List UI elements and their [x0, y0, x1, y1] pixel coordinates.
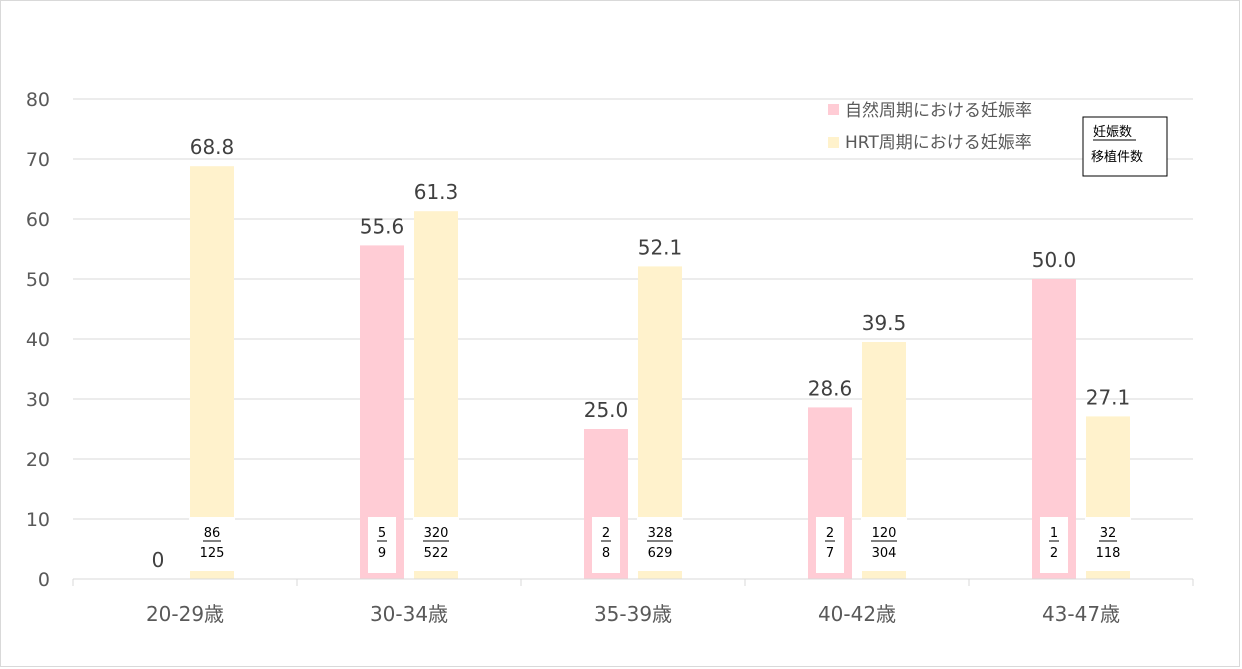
bar-hrt-cycle: [190, 166, 234, 579]
fraction-box: [1085, 517, 1131, 571]
fraction-numerator: 320: [424, 526, 449, 541]
fraction-numerator: 2: [602, 526, 610, 541]
legend-label-hrt-cycle: HRT周期における妊娠率: [845, 133, 1032, 153]
fraction-numerator: 32: [1100, 526, 1117, 541]
key-box-border: [1082, 116, 1168, 177]
fraction-numerator: 120: [872, 526, 897, 541]
fraction-denominator: 304: [872, 546, 897, 561]
fraction-numerator: 2: [826, 526, 834, 541]
category-label: 35-39歳: [594, 602, 672, 626]
fraction-box: [861, 517, 907, 571]
y-tick-label: 0: [38, 569, 50, 591]
fraction-denominator: 118: [1096, 546, 1121, 561]
data-label: 52.1: [638, 235, 683, 259]
y-tick-label: 20: [26, 449, 50, 471]
fraction-denominator: 2: [1050, 546, 1058, 561]
fraction-numerator: 328: [648, 526, 673, 541]
data-label: 0: [152, 548, 165, 572]
x-axis: [72, 578, 1194, 586]
key-numerator-label: 妊娠数: [1093, 125, 1132, 140]
data-label: 28.6: [808, 376, 853, 400]
data-label: 39.5: [862, 311, 907, 335]
y-tick-label: 40: [26, 329, 50, 351]
fraction-denominator: 9: [378, 546, 386, 561]
fraction-box: [1040, 517, 1068, 573]
legend-label-natural-cycle: 自然周期における妊娠率: [845, 101, 1032, 121]
y-tick-label: 10: [26, 509, 50, 531]
fraction-denominator: 629: [648, 546, 673, 561]
category-labels: 20-29歳 30-34歳 35-39歳 40-42歳 43-47歳: [146, 602, 1120, 626]
bars: [190, 166, 1130, 579]
fraction-numerator: 5: [378, 526, 386, 541]
legend-swatch-hrt-cycle: [828, 137, 839, 148]
data-label: 25.0: [584, 398, 629, 422]
fraction-denominator: 522: [424, 546, 449, 561]
fraction-box: [189, 517, 235, 571]
category-label: 20-29歳: [146, 602, 224, 626]
legend-swatch-natural-cycle: [828, 104, 839, 115]
category-label: 30-34歳: [370, 602, 448, 626]
data-label: 55.6: [360, 214, 405, 238]
y-tick-label: 70: [26, 149, 50, 171]
fraction-box: [816, 517, 844, 573]
data-label: 27.1: [1086, 385, 1131, 409]
category-label: 40-42歳: [818, 602, 896, 626]
fraction-numerator: 86: [204, 526, 221, 541]
fraction-denominator: 125: [200, 546, 225, 561]
key-denominator-label: 移植件数: [1091, 150, 1143, 165]
fraction-boxes: 86 125 5 9 320 522 2 8 328 629 2 7 120 304 1 2 32 118: [189, 517, 1131, 573]
data-label: 50.0: [1032, 248, 1077, 272]
fraction-box: [413, 517, 459, 571]
category-label: 43-47歳: [1042, 602, 1120, 626]
fraction-denominator: 7: [826, 546, 834, 561]
fraction-box: [637, 517, 683, 571]
fraction-key-box: 妊娠数 移植件数: [1082, 116, 1168, 177]
gridlines: [73, 98, 1193, 520]
y-tick-label: 50: [26, 269, 50, 291]
fraction-box: [368, 517, 396, 573]
fraction-box: [592, 517, 620, 573]
fraction-numerator: 1: [1050, 526, 1058, 541]
y-axis-ticks: 0 10 20 30 40 50 60 70 80: [26, 89, 50, 591]
data-labels: 0 68.8 55.6 61.3 25.0 52.1 28.6 39.5 50.0 27.1: [152, 135, 1131, 572]
y-tick-label: 60: [26, 209, 50, 231]
y-tick-label: 80: [26, 89, 50, 111]
legend: 自然周期における妊娠率 HRT周期における妊娠率: [828, 101, 1032, 153]
data-label: 68.8: [190, 135, 235, 159]
y-tick-label: 30: [26, 389, 50, 411]
fraction-denominator: 8: [602, 546, 610, 561]
data-label: 61.3: [414, 180, 459, 204]
